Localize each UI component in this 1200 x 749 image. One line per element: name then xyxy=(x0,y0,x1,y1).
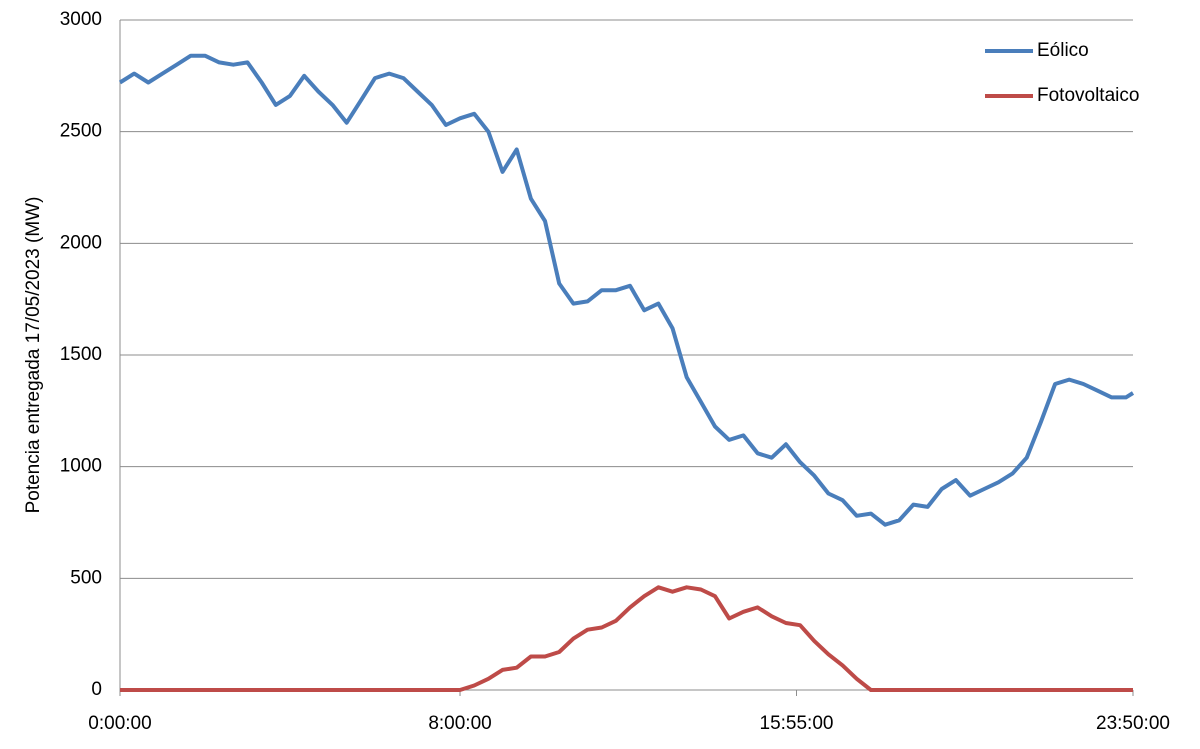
y-tick-label: 3000 xyxy=(60,9,102,30)
series-line xyxy=(120,585,1133,692)
y-tick-label: 1500 xyxy=(60,344,102,365)
y-tick-label: 2000 xyxy=(60,232,102,253)
y-axis-label: Potencia entregada 17/05/2023 (MW) xyxy=(23,197,44,514)
y-tick-label: 500 xyxy=(70,567,102,588)
y-tick-label: 0 xyxy=(91,679,102,700)
y-tick-label: 2500 xyxy=(60,121,102,142)
series-line xyxy=(118,53,1135,527)
y-tick-label: 1000 xyxy=(60,456,102,477)
legend-label: Fotovoltaico xyxy=(1037,85,1139,106)
legend-label: Eólico xyxy=(1037,40,1089,61)
x-tick-label: 8:00:00 xyxy=(428,713,491,734)
x-tick-label: 15:55:00 xyxy=(760,713,834,734)
x-tick-label: 0:00:00 xyxy=(88,713,151,734)
x-tick-label: 23:50:00 xyxy=(1096,713,1170,734)
